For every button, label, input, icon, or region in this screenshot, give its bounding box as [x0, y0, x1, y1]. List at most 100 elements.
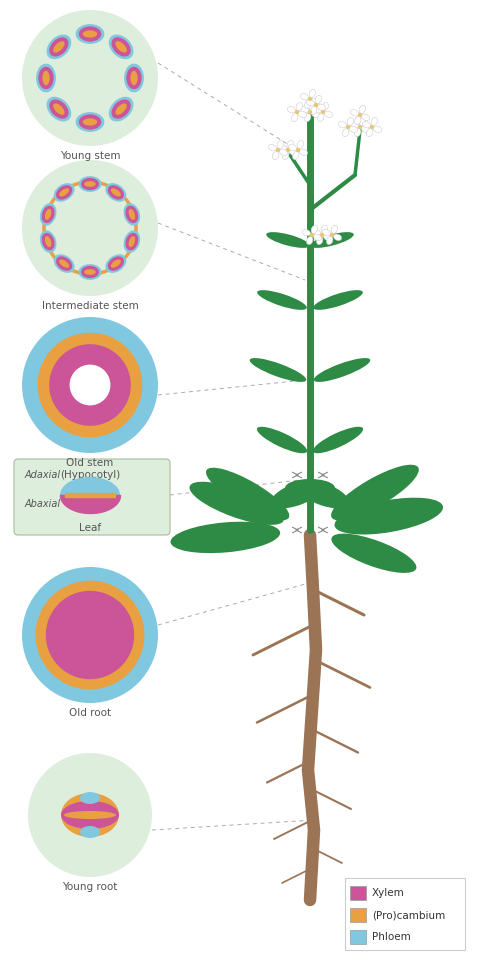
Ellipse shape: [49, 99, 68, 119]
Ellipse shape: [322, 229, 330, 236]
Ellipse shape: [316, 237, 322, 245]
Ellipse shape: [333, 234, 341, 241]
Ellipse shape: [54, 254, 74, 273]
Ellipse shape: [330, 465, 418, 521]
Circle shape: [46, 591, 134, 680]
Ellipse shape: [84, 181, 96, 187]
Text: Abaxial: Abaxial: [25, 499, 61, 509]
Text: Adaxial: Adaxial: [25, 470, 61, 480]
Ellipse shape: [289, 149, 297, 155]
Ellipse shape: [80, 792, 100, 804]
Text: (Pro)cambium: (Pro)cambium: [371, 910, 444, 920]
Ellipse shape: [125, 206, 138, 223]
Ellipse shape: [288, 144, 296, 151]
Ellipse shape: [108, 256, 124, 271]
Text: Young root: Young root: [62, 882, 118, 892]
Circle shape: [357, 125, 361, 129]
Circle shape: [276, 148, 279, 152]
Ellipse shape: [323, 234, 331, 241]
Ellipse shape: [361, 126, 369, 133]
Ellipse shape: [189, 482, 283, 525]
Ellipse shape: [83, 30, 97, 38]
Ellipse shape: [125, 233, 138, 251]
Ellipse shape: [45, 236, 51, 247]
Ellipse shape: [322, 102, 328, 110]
FancyBboxPatch shape: [349, 886, 365, 900]
Circle shape: [295, 148, 300, 152]
Circle shape: [294, 110, 299, 114]
Ellipse shape: [366, 129, 372, 137]
Ellipse shape: [170, 522, 279, 553]
Ellipse shape: [350, 109, 358, 116]
Ellipse shape: [59, 259, 69, 268]
Ellipse shape: [312, 291, 362, 310]
Ellipse shape: [312, 229, 320, 236]
Ellipse shape: [205, 468, 288, 521]
Ellipse shape: [75, 24, 104, 44]
Ellipse shape: [38, 66, 54, 90]
Ellipse shape: [64, 811, 116, 819]
Text: Old root: Old root: [69, 708, 111, 718]
Ellipse shape: [297, 140, 303, 148]
Ellipse shape: [75, 112, 104, 132]
Circle shape: [329, 233, 334, 237]
Ellipse shape: [123, 230, 140, 253]
Text: Intermediate stem: Intermediate stem: [42, 301, 138, 311]
Ellipse shape: [54, 183, 74, 202]
Ellipse shape: [83, 118, 97, 126]
Ellipse shape: [347, 117, 353, 126]
Ellipse shape: [270, 481, 323, 508]
Ellipse shape: [84, 269, 96, 275]
Ellipse shape: [371, 117, 377, 126]
Circle shape: [313, 103, 317, 107]
Ellipse shape: [285, 479, 334, 497]
Ellipse shape: [79, 114, 101, 130]
Ellipse shape: [299, 149, 307, 155]
Circle shape: [307, 97, 312, 101]
Ellipse shape: [292, 151, 298, 160]
FancyBboxPatch shape: [349, 930, 365, 944]
Circle shape: [49, 344, 131, 426]
Ellipse shape: [310, 232, 353, 248]
Ellipse shape: [40, 203, 56, 225]
Ellipse shape: [321, 225, 327, 233]
Ellipse shape: [47, 34, 71, 59]
Ellipse shape: [56, 185, 72, 200]
Circle shape: [28, 753, 152, 877]
Ellipse shape: [111, 99, 131, 119]
Ellipse shape: [59, 188, 69, 197]
Text: Old stem
(Hypocotyl): Old stem (Hypocotyl): [60, 458, 120, 480]
Ellipse shape: [105, 254, 126, 273]
Ellipse shape: [313, 234, 321, 241]
Ellipse shape: [124, 63, 144, 93]
Ellipse shape: [330, 225, 337, 233]
Text: Leaf: Leaf: [79, 523, 101, 533]
Circle shape: [70, 365, 110, 406]
Ellipse shape: [313, 358, 370, 382]
FancyBboxPatch shape: [349, 908, 365, 922]
Ellipse shape: [45, 209, 51, 220]
Ellipse shape: [300, 94, 308, 99]
Ellipse shape: [312, 427, 362, 453]
Ellipse shape: [79, 26, 101, 42]
Ellipse shape: [354, 129, 360, 137]
Ellipse shape: [42, 206, 55, 223]
Ellipse shape: [354, 116, 360, 125]
Ellipse shape: [300, 106, 308, 113]
Circle shape: [320, 110, 324, 114]
Ellipse shape: [326, 237, 332, 245]
Ellipse shape: [291, 113, 297, 122]
Ellipse shape: [108, 97, 133, 122]
Ellipse shape: [42, 71, 49, 85]
Ellipse shape: [60, 477, 120, 513]
Ellipse shape: [61, 801, 119, 829]
Ellipse shape: [278, 144, 286, 151]
Ellipse shape: [130, 71, 137, 85]
Ellipse shape: [287, 140, 293, 148]
FancyBboxPatch shape: [344, 878, 464, 950]
Ellipse shape: [306, 237, 312, 245]
Ellipse shape: [40, 230, 56, 253]
Ellipse shape: [279, 149, 287, 155]
Circle shape: [285, 148, 289, 152]
Ellipse shape: [359, 117, 365, 126]
